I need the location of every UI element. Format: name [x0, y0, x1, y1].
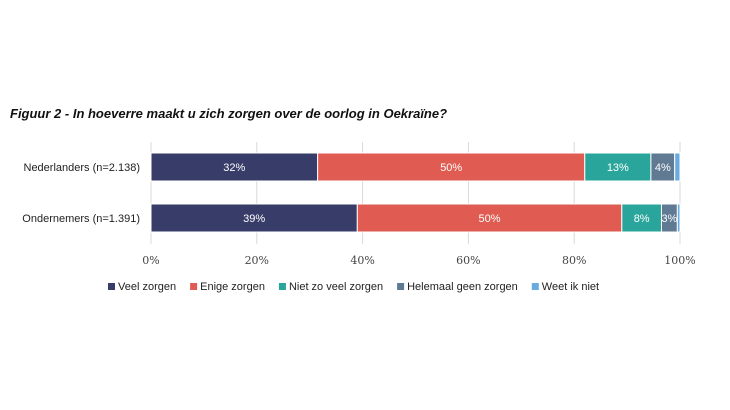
legend-swatch [278, 283, 286, 290]
data-label: 1% [682, 213, 698, 225]
bars: 32% 50% 13% 4% 1% 39% 50% 8% 3% 1% [150, 152, 698, 233]
x-tick-label: 100% [664, 254, 695, 267]
data-label: 50% [479, 213, 501, 225]
x-axis-ticks: 0% 20% 40% 60% 80% 100% [142, 254, 695, 267]
data-label: 39% [243, 213, 265, 225]
bar-segment [621, 203, 662, 233]
legend-swatch [190, 283, 198, 290]
data-label: 3% [661, 213, 677, 225]
bar-segment [674, 152, 681, 182]
x-tick-label: 60% [456, 254, 480, 267]
data-label: 13% [607, 162, 629, 174]
legend-label: Weet ik niet [542, 281, 599, 293]
data-label: 1% [680, 162, 696, 174]
data-label: 50% [440, 162, 462, 174]
category-labels: Nederlanders (n=2.138) Ondernemers (n=1.3… [22, 162, 140, 225]
legend-label: Veel zorgen [118, 281, 176, 293]
legend-label: Helemaal geen zorgen [407, 281, 518, 293]
category-label: Ondernemers (n=1.391) [22, 213, 140, 225]
legend-label: Niet zo veel zorgen [289, 281, 383, 293]
x-tick-label: 80% [562, 254, 586, 267]
data-label: 4% [655, 162, 671, 174]
legend-label: Enige zorgen [200, 281, 265, 293]
chart-title: Figuur 2 - In hoeverre maakt u zich zorg… [10, 106, 448, 121]
bar-segment [584, 152, 652, 182]
legend-swatch [397, 283, 405, 290]
x-tick-label: 0% [142, 254, 159, 267]
data-label: 32% [223, 162, 245, 174]
legend-swatch [108, 283, 115, 290]
x-tick-label: 40% [350, 254, 374, 267]
bar-segment [317, 152, 586, 182]
bar-segment [356, 203, 623, 233]
data-label: 8% [634, 213, 650, 225]
category-label: Nederlanders (n=2.138) [24, 162, 141, 174]
x-tick-label: 20% [245, 254, 269, 267]
legend: Veel zorgen Enige zorgen Niet zo veel zorg… [108, 281, 599, 293]
legend-swatch [531, 283, 539, 290]
bar-segment [676, 203, 681, 233]
